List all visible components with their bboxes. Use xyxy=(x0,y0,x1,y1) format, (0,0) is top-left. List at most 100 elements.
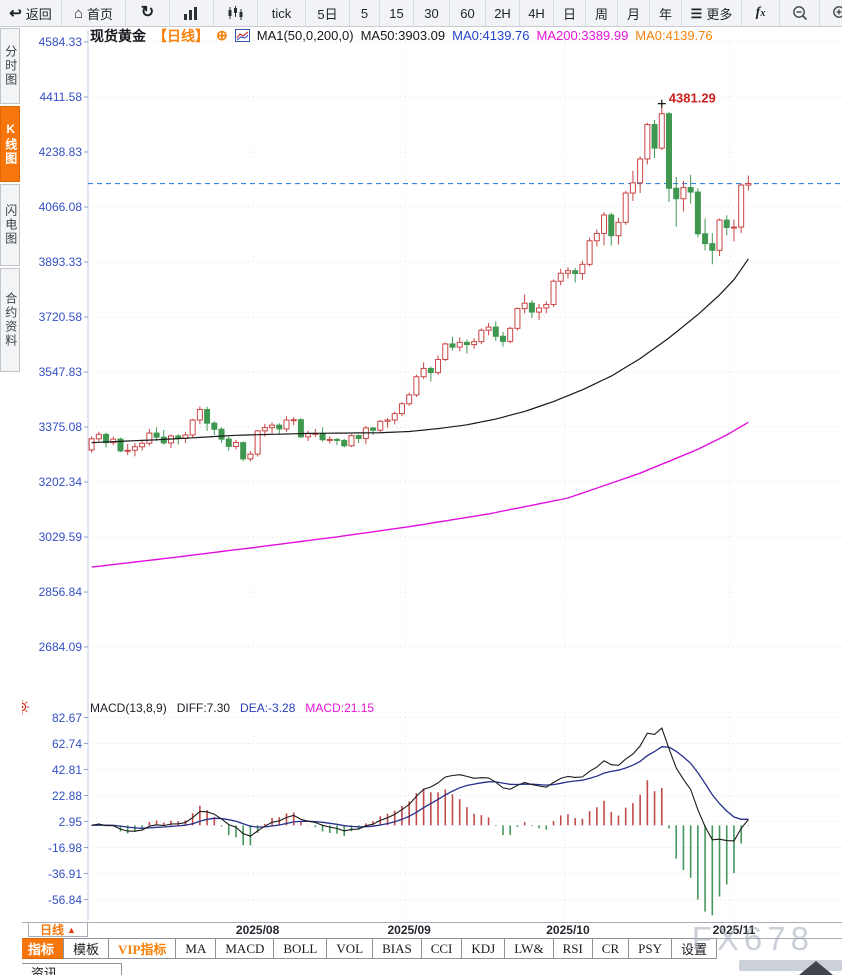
indicator-tab-vol[interactable]: VOL xyxy=(326,938,374,959)
back-button-label: 返回 xyxy=(25,6,52,22)
interval-tick-label: tick xyxy=(271,5,292,21)
interval-year-label: 年 xyxy=(658,6,672,22)
interval-4h-label: 4H xyxy=(528,5,545,21)
interval-tick[interactable]: tick xyxy=(258,0,306,26)
formula-button[interactable]: fx xyxy=(742,0,780,26)
formula-icon: fx xyxy=(755,5,766,20)
interval-2h[interactable]: 2H xyxy=(486,0,520,26)
ma0-orange-value: MA0:4139.76 xyxy=(635,28,713,43)
sidebar-tab-contract-info[interactable]: 合约资料 xyxy=(0,268,20,372)
menu-icon: ☰ xyxy=(690,5,703,21)
price-tick-label: 4411.58 xyxy=(39,90,83,104)
price-tick-label: 2856.84 xyxy=(38,585,82,599)
macd-tick-label: 22.88 xyxy=(51,788,82,803)
indicator-tab-lw[interactable]: LW& xyxy=(504,938,554,959)
indicator-tab-macd[interactable]: MACD xyxy=(215,938,275,959)
interval-week-label: 周 xyxy=(594,6,608,22)
price-tick-label: 3720.58 xyxy=(38,310,82,324)
more-button-label: 更多 xyxy=(706,6,733,22)
chart-header: 现货黄金 【日线】 ⊕ MA1(50,0,200,0) MA50:3903.09… xyxy=(90,27,713,44)
bar-chart-button[interactable] xyxy=(170,0,214,26)
ma-settings: MA1(50,0,200,0) xyxy=(256,28,354,43)
sidebar-tab-lightning-chart[interactable]: 闪电图 xyxy=(0,184,20,266)
more-button[interactable]: ☰ 更多 xyxy=(682,0,742,26)
left-sidebar: 分时图 K线图 闪电图 合约资料 xyxy=(0,26,22,975)
candle-chart-button[interactable] xyxy=(214,0,258,26)
diff-line xyxy=(91,727,749,842)
interval-5min[interactable]: 5 xyxy=(350,0,380,26)
indicator-tab-cr[interactable]: CR xyxy=(591,938,630,959)
home-button[interactable]: ⌂ 首页 xyxy=(62,0,126,26)
indicator-tab-rsi[interactable]: RSI xyxy=(552,938,593,959)
month-label: 2025/10 xyxy=(546,923,590,937)
back-button[interactable]: ↩ 返回 xyxy=(0,0,62,26)
period-selector[interactable]: 日线 ▲ xyxy=(28,922,88,937)
top-toolbar: ↩ 返回 ⌂ 首页 ↻ tick 5日 5 15 30 60 2H 4H 日周月年 ☰ 更多 fx xyxy=(0,0,842,27)
interval-month-label: 月 xyxy=(626,6,640,22)
refresh-button[interactable]: ↻ xyxy=(126,0,170,26)
price-tick-label: 4584.33 xyxy=(38,35,82,49)
indicator-tab-ma[interactable]: MA xyxy=(175,938,217,959)
period-selector-label: 日线 xyxy=(40,923,65,937)
expand-triangle-icon[interactable] xyxy=(799,961,833,975)
interval-15min[interactable]: 15 xyxy=(380,0,414,26)
interval-5min-label: 5 xyxy=(360,5,369,21)
price-tick-label: 3375.08 xyxy=(38,420,82,434)
macd-tick-label: 2.95 xyxy=(58,814,82,829)
tab-templates[interactable]: 模板 xyxy=(63,938,110,959)
ma200-line xyxy=(91,421,749,568)
interval-2h-label: 2H xyxy=(494,5,511,21)
ma200-value: MA200:3389.99 xyxy=(536,28,629,43)
indicator-tab-cci[interactable]: CCI xyxy=(420,938,463,959)
interval-5day[interactable]: 5日 xyxy=(306,0,350,26)
month-label: 2025/11 xyxy=(712,923,756,937)
candlestick-layer xyxy=(88,106,752,462)
interval-month[interactable]: 月 xyxy=(618,0,650,26)
sidebar-tab-kline-chart[interactable]: K线图 xyxy=(0,106,20,182)
back-arrow-icon: ↩ xyxy=(9,4,22,22)
indicator-tab-boll[interactable]: BOLL xyxy=(273,938,328,959)
interval-4h[interactable]: 4H xyxy=(520,0,554,26)
price-tick-label: 3202.34 xyxy=(38,475,82,489)
zoom-in-button[interactable] xyxy=(820,0,842,26)
zoom-in-icon xyxy=(832,6,842,18)
ma50-value: MA50:3903.09 xyxy=(360,28,446,43)
tab-indicators[interactable]: 指标 xyxy=(18,938,65,959)
indicator-tab-psy[interactable]: PSY xyxy=(628,938,672,959)
macd-tick-label: -56.84 xyxy=(47,892,82,907)
tab-news[interactable]: 资讯 xyxy=(18,963,122,975)
tab-vip-indicators[interactable]: VIP指标 xyxy=(108,938,177,959)
macd-diff-value: DIFF:7.30 xyxy=(176,701,231,715)
indicator-tab-[interactable]: 设置 xyxy=(671,938,718,959)
dea-line xyxy=(91,746,749,829)
mini-chart-icon xyxy=(234,29,250,42)
interval-60min[interactable]: 60 xyxy=(450,0,486,26)
macd-tick-label: 62.74 xyxy=(51,736,82,751)
period-label[interactable]: 【日线】 xyxy=(153,27,209,44)
interval-year[interactable]: 年 xyxy=(650,0,682,26)
interval-30min[interactable]: 30 xyxy=(414,0,450,26)
macd-tick-label: 82.67 xyxy=(51,710,82,725)
macd-tick-label: -36.91 xyxy=(47,866,82,881)
interval-day[interactable]: 日 xyxy=(554,0,586,26)
add-indicator-icon[interactable]: ⊕ xyxy=(216,27,228,43)
zoom-out-button[interactable] xyxy=(780,0,820,26)
axis-layer xyxy=(84,30,89,921)
peak-annotation: 4381.29 xyxy=(657,91,716,108)
price-tick-label: 4066.08 xyxy=(38,200,82,214)
macd-title: MACD(13,8,9) xyxy=(90,701,167,715)
price-tick-label: 3547.83 xyxy=(38,365,82,379)
indicator-tab-kdj[interactable]: KDJ xyxy=(461,938,506,959)
ma50-line xyxy=(91,258,749,444)
interval-week[interactable]: 周 xyxy=(586,0,618,26)
home-icon: ⌂ xyxy=(73,4,84,22)
horizontal-scrollbar[interactable] xyxy=(739,960,842,971)
price-tick-label: 3893.33 xyxy=(38,255,82,269)
peak-price-label: 4381.29 xyxy=(669,91,716,106)
price-tick-label: 3029.59 xyxy=(38,530,82,544)
interval-60min-label: 60 xyxy=(460,5,475,21)
sidebar-tab-time-chart[interactable]: 分时图 xyxy=(0,28,20,104)
month-label: 2025/09 xyxy=(387,923,431,937)
indicator-tab-bias[interactable]: BIAS xyxy=(372,938,422,959)
